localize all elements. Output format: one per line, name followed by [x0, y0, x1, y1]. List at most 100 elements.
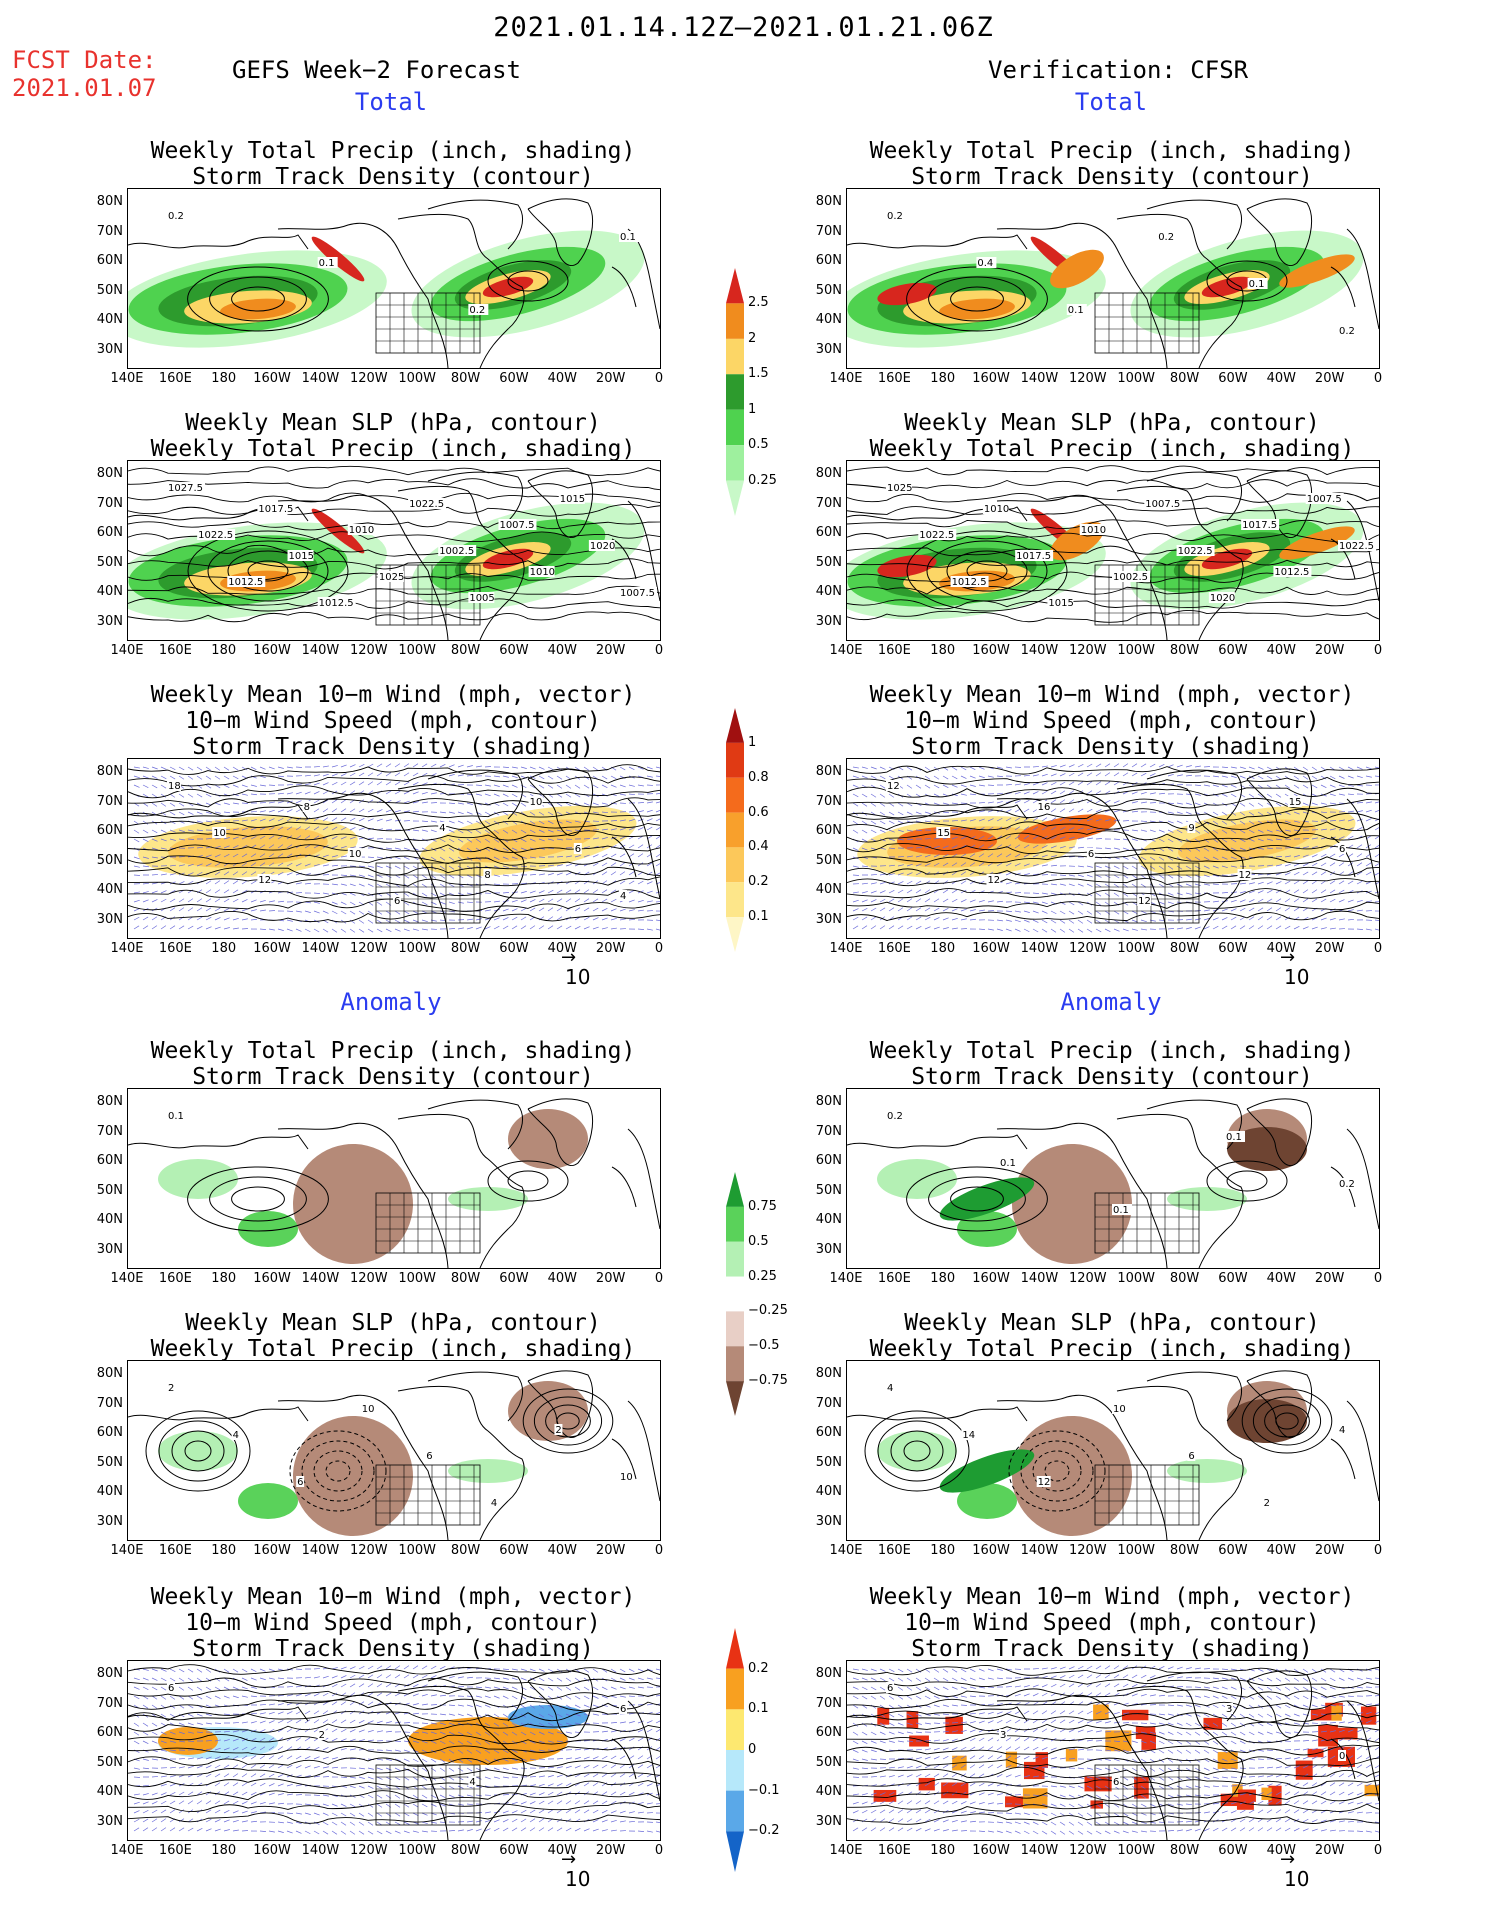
- lon-label: 100W: [398, 643, 436, 658]
- lat-label: 50N: [96, 1754, 123, 1770]
- colorbar-segment: [726, 445, 744, 481]
- lon-label: 80W: [450, 1271, 481, 1286]
- lon-label: 60W: [499, 371, 529, 386]
- lat-label: 70N: [815, 1123, 842, 1139]
- contour-label: 1022.5: [1178, 546, 1213, 557]
- colorbar-level-label: 0.6: [748, 804, 769, 820]
- lon-label: 60W: [1218, 1543, 1248, 1558]
- lon-label: 60W: [499, 643, 529, 658]
- lat-label: 30N: [96, 1241, 123, 1257]
- contour-label: 12: [887, 781, 900, 792]
- lon-label: 180: [211, 1271, 237, 1286]
- lon-label: 120W: [1068, 1271, 1107, 1286]
- lon-label: 160W: [972, 1543, 1010, 1558]
- contour-label: 0.1: [1068, 305, 1084, 316]
- lon-label: 80W: [1169, 371, 1200, 386]
- lat-label: 40N: [96, 1212, 123, 1227]
- contour-label: 16: [1038, 802, 1051, 813]
- vector-reference-label: 10: [565, 1867, 591, 1891]
- contour-label: 1015: [560, 494, 585, 505]
- lon-label: 100W: [1117, 643, 1155, 658]
- map-panel-anom-slp-precip-gefs: 2 4 6 10 6 4 2 10: [127, 1360, 661, 1541]
- fcst-date-label: FCST Date:: [12, 46, 157, 74]
- lon-label: 60W: [1218, 371, 1248, 386]
- lat-label: 40N: [815, 584, 842, 599]
- lon-label: 140W: [301, 643, 340, 658]
- panel-title-line: Weekly Mean SLP (hPa, contour): [185, 1310, 601, 1336]
- contour-label: 12: [1239, 870, 1252, 881]
- lon-label: 20W: [1314, 371, 1345, 386]
- panel-title-line: 10−m Wind Speed (mph, contour): [185, 708, 601, 734]
- lon-label: 160W: [253, 371, 291, 386]
- lon-label: 180: [930, 371, 956, 386]
- contour-label: 0.1: [1249, 279, 1265, 290]
- lon-label: 20W: [595, 941, 626, 956]
- panel-title-line: Weekly Total Precip (inch, shading): [150, 138, 636, 164]
- colorbar-segment: [726, 303, 744, 339]
- lon-label: 140W: [301, 941, 340, 956]
- contour-label: 1007.5: [620, 588, 655, 599]
- contour-label: 4: [439, 823, 445, 834]
- panel-title-line: Weekly Total Precip (inch, shading): [150, 436, 636, 462]
- colorbar-segment: [726, 409, 744, 446]
- colorbar-level-label: 0.1: [748, 909, 769, 925]
- map-panel-anom-wind-track-cfsr: 6 3 6 3 0: [846, 1660, 1380, 1841]
- lon-label: 140W: [1020, 1543, 1059, 1558]
- lon-label: 120W: [349, 941, 388, 956]
- lon-label: 140E: [829, 1843, 863, 1858]
- panel-title-line: Weekly Mean SLP (hPa, contour): [904, 410, 1320, 436]
- lon-label: 100W: [398, 371, 436, 386]
- lat-label: 30N: [815, 911, 842, 927]
- contour-label: 0.2: [469, 305, 485, 316]
- contour-label: 12: [1138, 896, 1151, 907]
- lon-label: 120W: [349, 371, 388, 386]
- panel-title-line: Weekly Total Precip (inch, shading): [150, 1038, 636, 1064]
- lat-label: 50N: [96, 282, 123, 298]
- panel-title-line: Weekly Mean 10−m Wind (mph, vector): [869, 1584, 1355, 1610]
- lat-label: 80N: [815, 1366, 842, 1381]
- lon-label: 20W: [595, 643, 626, 658]
- contour-label: 4: [469, 1777, 475, 1788]
- lat-label: 30N: [96, 1513, 123, 1529]
- contour-label: 3: [1000, 1730, 1006, 1741]
- lon-label: 140W: [301, 1271, 340, 1286]
- contour-label: 0.2: [887, 1111, 903, 1122]
- lon-label: 100W: [398, 1843, 436, 1858]
- colorbar-total_precip: [724, 268, 746, 520]
- contour-label: 0: [1339, 1751, 1345, 1762]
- lat-label: 40N: [815, 312, 842, 327]
- lon-label: 80W: [450, 371, 481, 386]
- lon-label: 160W: [972, 371, 1010, 386]
- lon-label: 80W: [450, 1843, 481, 1858]
- lat-label: 80N: [815, 1666, 842, 1681]
- contour-label: 0.2: [887, 211, 903, 222]
- lat-label: 80N: [96, 466, 123, 481]
- lon-label: 160W: [253, 1271, 291, 1286]
- colorbar-level-label: −0.75: [748, 1373, 788, 1389]
- lon-label: 180: [211, 1843, 237, 1858]
- panel-title-line: Weekly Total Precip (inch, shading): [869, 1336, 1355, 1362]
- lon-label: 60W: [1218, 1271, 1248, 1286]
- lat-label: 50N: [815, 282, 842, 298]
- panel-title-line: Storm Track Density (contour): [192, 164, 594, 190]
- lon-label: 140W: [1020, 1843, 1059, 1858]
- colorbar-segment: [726, 812, 744, 848]
- lon-label: 160E: [877, 941, 911, 956]
- contour-label: 6: [394, 896, 400, 907]
- lon-label: 160W: [972, 941, 1010, 956]
- lon-label: 0: [654, 1843, 664, 1858]
- lat-label: 50N: [815, 852, 842, 868]
- contour-label: 1012.5: [319, 598, 354, 609]
- colorbar-level-label: 0.2: [748, 1660, 769, 1676]
- contour-label: 10: [620, 1472, 633, 1483]
- lon-label: 80W: [1169, 1843, 1200, 1858]
- lon-label: 180: [211, 643, 237, 658]
- lon-label: 20W: [1314, 1271, 1345, 1286]
- lat-label: 60N: [815, 525, 842, 540]
- lon-label: 100W: [1117, 1271, 1155, 1286]
- panel-title-line: Storm Track Density (contour): [911, 1064, 1313, 1090]
- lon-label: 120W: [349, 643, 388, 658]
- lat-label: 70N: [815, 793, 842, 809]
- contour-label: 1025: [379, 572, 404, 583]
- colorbar-level-label: 0.25: [748, 1268, 777, 1284]
